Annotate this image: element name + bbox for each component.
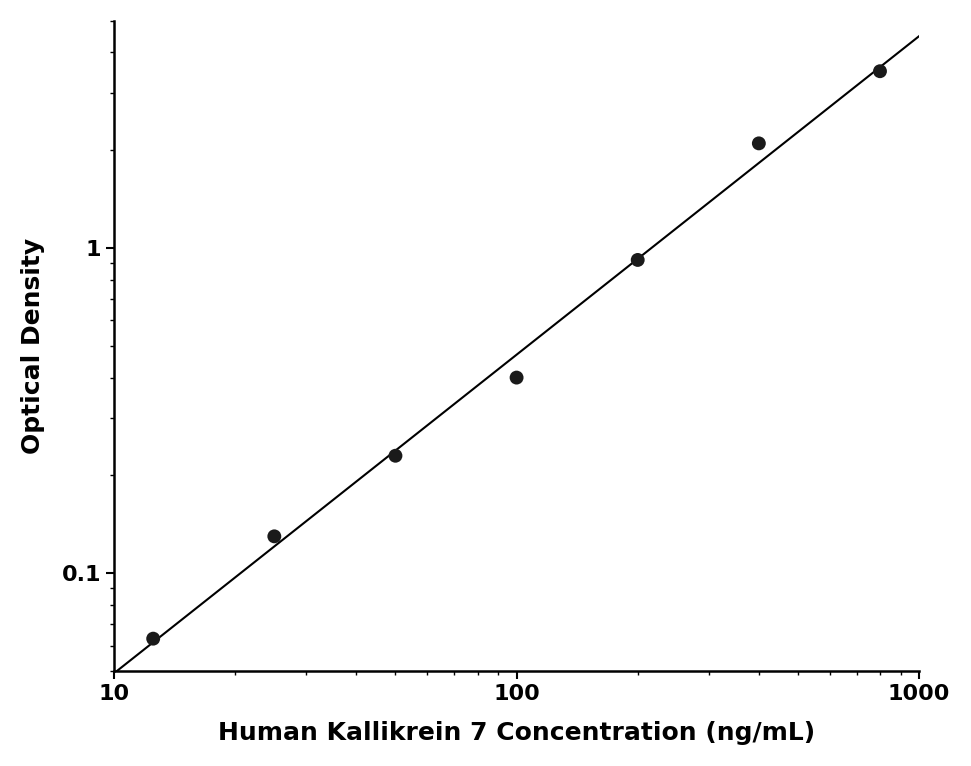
Point — [267, 530, 283, 542]
Point — [752, 137, 767, 149]
Point — [509, 372, 524, 384]
Point — [872, 65, 887, 77]
Point — [387, 450, 403, 462]
X-axis label: Human Kallikrein 7 Concentration (ng/mL): Human Kallikrein 7 Concentration (ng/mL) — [218, 721, 815, 745]
Point — [630, 254, 646, 266]
Y-axis label: Optical Density: Optical Density — [20, 238, 45, 454]
Point — [146, 633, 161, 645]
